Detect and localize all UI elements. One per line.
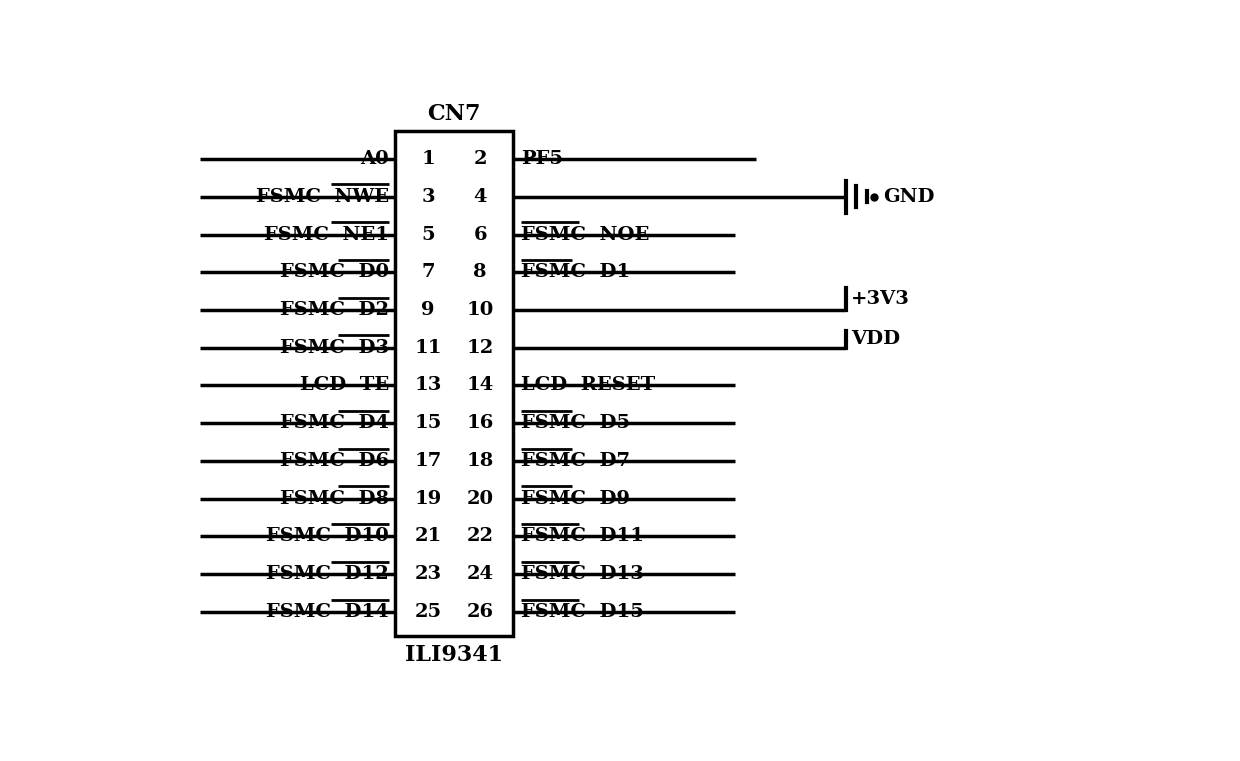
Text: GND: GND xyxy=(883,188,935,205)
Text: 23: 23 xyxy=(414,565,441,583)
Text: 3: 3 xyxy=(422,188,435,205)
Text: 13: 13 xyxy=(414,377,441,394)
Text: 26: 26 xyxy=(466,603,494,621)
Text: FSMC  D9: FSMC D9 xyxy=(521,489,630,508)
Text: 4: 4 xyxy=(474,188,487,205)
Text: LCD  RESET: LCD RESET xyxy=(521,377,655,394)
Text: FSMC  D6: FSMC D6 xyxy=(280,452,389,470)
Text: 12: 12 xyxy=(466,339,494,357)
Text: 7: 7 xyxy=(422,263,435,282)
Text: PF5: PF5 xyxy=(521,150,563,168)
Text: FSMC  D4: FSMC D4 xyxy=(280,414,389,432)
Text: 10: 10 xyxy=(466,301,494,319)
Text: 15: 15 xyxy=(414,414,441,432)
Bar xyxy=(396,132,513,636)
Text: FSMC  NWE: FSMC NWE xyxy=(255,188,389,205)
Text: 17: 17 xyxy=(414,452,441,470)
Text: 1: 1 xyxy=(422,150,435,168)
Text: 8: 8 xyxy=(474,263,487,282)
Text: FSMC  D5: FSMC D5 xyxy=(521,414,630,432)
Text: 18: 18 xyxy=(466,452,494,470)
Text: +3V3: +3V3 xyxy=(851,290,910,308)
Text: FSMC  D12: FSMC D12 xyxy=(267,565,389,583)
Text: FSMC  D15: FSMC D15 xyxy=(521,603,644,621)
Text: FSMC  D14: FSMC D14 xyxy=(267,603,389,621)
Text: FSMC  D1: FSMC D1 xyxy=(521,263,630,282)
Text: CN7: CN7 xyxy=(428,103,481,126)
Text: 6: 6 xyxy=(474,225,487,244)
Text: FSMC  D3: FSMC D3 xyxy=(280,339,389,357)
Text: LCD  TE: LCD TE xyxy=(300,377,389,394)
Text: 19: 19 xyxy=(414,489,441,508)
Text: 2: 2 xyxy=(474,150,487,168)
Text: FSMC  D10: FSMC D10 xyxy=(267,527,389,546)
Text: 21: 21 xyxy=(414,527,441,546)
Text: 25: 25 xyxy=(414,603,441,621)
Text: 24: 24 xyxy=(466,565,494,583)
Text: 5: 5 xyxy=(422,225,435,244)
Text: FSMC  NOE: FSMC NOE xyxy=(521,225,650,244)
Text: FSMC  D2: FSMC D2 xyxy=(280,301,389,319)
Text: A0: A0 xyxy=(361,150,389,168)
Text: FSMC  D11: FSMC D11 xyxy=(521,527,644,546)
Text: 11: 11 xyxy=(414,339,441,357)
Text: FSMC  D7: FSMC D7 xyxy=(521,452,630,470)
Text: 20: 20 xyxy=(466,489,494,508)
Text: FSMC  D8: FSMC D8 xyxy=(280,489,389,508)
Text: 22: 22 xyxy=(466,527,494,546)
Text: 9: 9 xyxy=(422,301,435,319)
Text: 14: 14 xyxy=(466,377,494,394)
Text: VDD: VDD xyxy=(851,330,900,349)
Text: FSMC  D13: FSMC D13 xyxy=(521,565,644,583)
Text: FSMC  D0: FSMC D0 xyxy=(280,263,389,282)
Text: FSMC  NE1: FSMC NE1 xyxy=(264,225,389,244)
Text: ILI9341: ILI9341 xyxy=(405,644,503,666)
Text: 16: 16 xyxy=(466,414,494,432)
